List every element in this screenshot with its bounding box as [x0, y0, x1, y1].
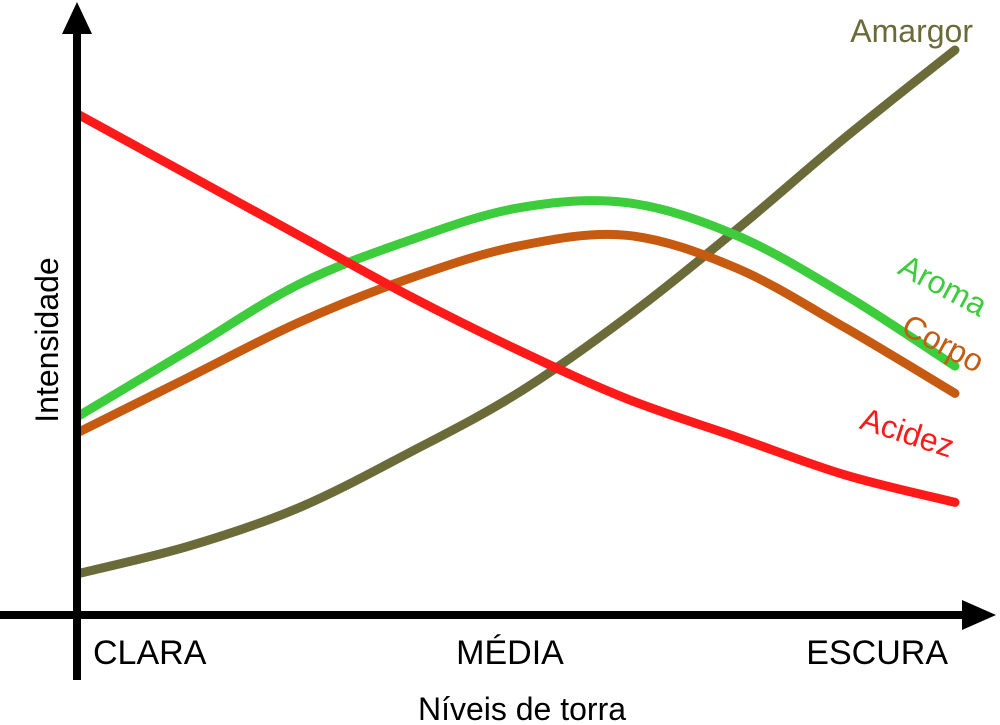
series-label-aroma: Aroma — [893, 247, 993, 323]
y-axis-label: Intensidade — [29, 257, 65, 422]
series-line-aroma — [75, 196, 960, 420]
axes — [0, 2, 996, 680]
x-tick-label: ESCURA — [806, 634, 948, 672]
series-label-acidez: Acidez — [856, 401, 958, 465]
x-axis-label: Níveis de torra — [418, 691, 626, 725]
series-line-acidez — [75, 110, 960, 507]
series-label-amargor: Amargor — [850, 13, 973, 49]
x-tick-label: MÉDIA — [456, 634, 564, 672]
x-tick-labels: CLARA MÉDIA ESCURA — [93, 634, 948, 672]
x-tick-label: CLARA — [93, 634, 207, 672]
series-line-corpo — [75, 229, 960, 436]
series-curves — [75, 45, 960, 578]
series-line-amargor — [75, 45, 960, 578]
x-axis-arrow — [962, 600, 996, 630]
y-axis-arrow — [62, 2, 92, 34]
